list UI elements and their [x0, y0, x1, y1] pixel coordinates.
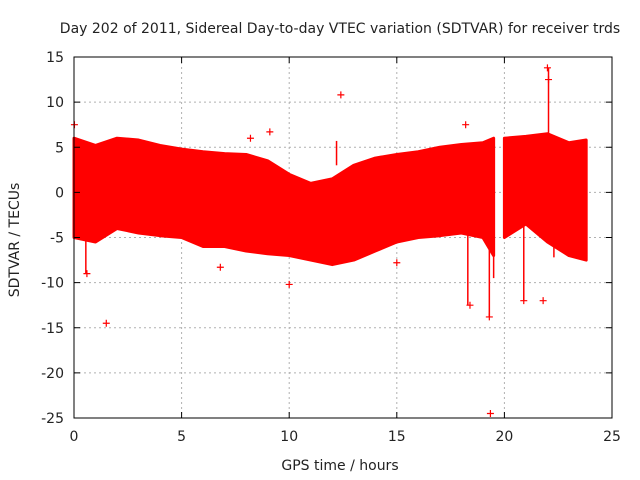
data-point — [485, 313, 493, 321]
x-tick-label: 25 — [603, 429, 621, 445]
x-tick-label: 15 — [388, 429, 406, 445]
data-point — [539, 297, 547, 305]
y-tick-label: 5 — [55, 140, 64, 156]
data-point — [462, 121, 470, 129]
data-point — [520, 297, 528, 305]
data-point — [102, 319, 110, 327]
data-point — [337, 91, 345, 99]
y-tick-label: 0 — [55, 185, 64, 201]
data-point — [393, 259, 401, 267]
data-point — [545, 76, 553, 84]
data-point — [216, 263, 224, 271]
data-point — [466, 301, 474, 309]
x-tick-label: 10 — [280, 429, 298, 445]
x-tick-label: 20 — [495, 429, 513, 445]
y-axis-ticks: 15 10 5 0 -5 -10 -15 -20 -25 — [41, 50, 612, 427]
x-axis-ticks: 0 5 10 15 20 25 — [70, 57, 621, 445]
y-tick-label: -10 — [41, 276, 64, 292]
y-tick-label: -25 — [41, 411, 64, 427]
x-tick-label: 0 — [70, 429, 79, 445]
data-band-segment — [72, 136, 496, 267]
y-tick-label: -20 — [41, 366, 64, 382]
data-point — [83, 270, 91, 278]
data-point — [285, 280, 293, 288]
y-tick-label: -15 — [41, 321, 64, 337]
data-band-segment — [502, 132, 588, 262]
data-band — [72, 132, 588, 267]
data-point — [266, 128, 274, 136]
x-axis-label: GPS time / hours — [281, 458, 398, 474]
data-point — [543, 64, 551, 72]
y-tick-label: 15 — [46, 50, 64, 66]
y-tick-label: 10 — [46, 95, 64, 111]
data-point — [246, 134, 254, 142]
y-axis-label: SDTVAR / TECUs — [7, 183, 23, 298]
data-spikes — [85, 67, 555, 317]
chart-title: Day 202 of 2011, Sidereal Day-to-day VTE… — [60, 21, 620, 37]
data-point — [486, 409, 494, 417]
x-tick-label: 5 — [177, 429, 186, 445]
y-tick-label: -5 — [50, 231, 64, 247]
